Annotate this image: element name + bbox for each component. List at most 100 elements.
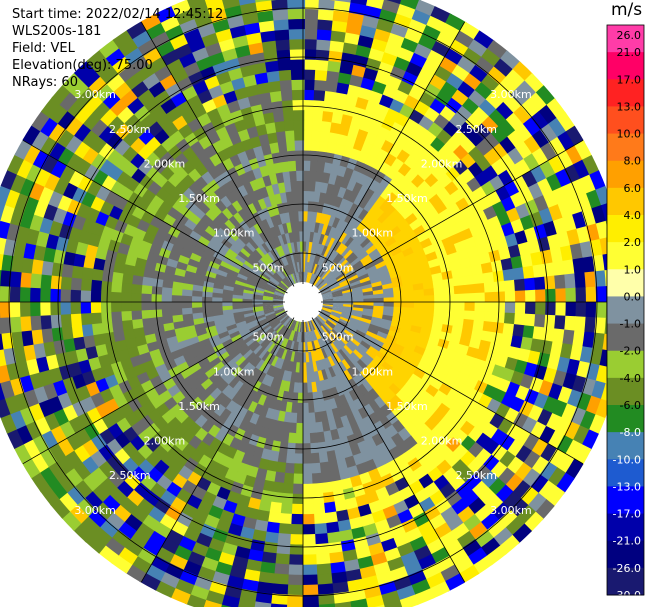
range-gate [552,186,569,207]
colorbar-tick: 4.0 [624,209,642,222]
range-gate [347,378,359,391]
range-gate [393,306,405,314]
range-gate [196,261,210,271]
range-gate [404,212,419,226]
range-gate [19,270,32,288]
range-gate [120,281,133,294]
range-gate [234,279,246,287]
range-gate [34,166,52,187]
range-gate [362,352,374,364]
range-gate [230,108,245,123]
range-gate [269,344,278,355]
range-gate [208,219,222,233]
range-gate [353,361,365,374]
range-gate [327,237,336,249]
range-gate [332,352,342,364]
range-gate [393,13,414,30]
range-gate [231,199,244,213]
range-gate [257,220,267,233]
range-gate [314,421,324,434]
range-gate [70,288,82,302]
range-gate [221,297,233,302]
range-gate [361,481,376,496]
range-gate [298,372,303,384]
range-gate [394,338,408,349]
range-gate [197,200,211,215]
range-gate [228,330,241,339]
range-gate [153,580,176,598]
range-gate [316,29,334,41]
range-gate [161,293,172,302]
range-gate [504,290,516,304]
range-gate [365,376,378,390]
range-gate [242,568,261,582]
range-gate [464,302,476,313]
range-gate [482,321,495,334]
range-gate [535,289,546,304]
range-gate [370,509,387,524]
range-gate [309,371,316,383]
range-gate [413,224,427,238]
range-gate [303,79,317,91]
range-gate [243,115,258,130]
range-gate [385,334,398,344]
range-gate [431,272,444,283]
range-gate [100,310,113,324]
range-gate [285,276,293,286]
range-gate [313,89,327,102]
range-gate [282,472,295,485]
range-gate [339,477,353,491]
range-gate [263,289,275,295]
range-gate [255,246,266,258]
range-gate [279,314,289,323]
range-gate [303,180,311,192]
range-gate [348,277,361,285]
range-gate [323,346,331,358]
range-gate [82,254,96,269]
range-gate [10,172,27,194]
range-gate [204,382,218,396]
range-gate [243,506,259,520]
range-gate [331,375,341,388]
range-gate [112,329,126,343]
range-gate [236,394,248,408]
range-gate [585,395,602,417]
range-gate [173,326,186,337]
range-gate [332,297,344,301]
range-gate [345,578,365,593]
range-gate [9,269,22,288]
range-gate [423,288,435,297]
range-gate [390,320,403,329]
range-gate [251,380,262,393]
range-gate [244,558,262,572]
range-gate [245,364,256,376]
range-gate [459,21,482,41]
range-gate [581,429,599,452]
range-gate [272,302,284,306]
range-gate [41,326,54,344]
range-gate [331,287,342,293]
range-gate [273,357,282,369]
range-gate [483,311,496,324]
range-gate [397,46,416,63]
range-gate [55,234,70,252]
range-gate [510,218,525,235]
range-gate [412,282,425,292]
range-gate [184,217,198,231]
range-gate [361,14,381,30]
range-gate [247,213,259,226]
range-gate [277,234,285,246]
range-gate [345,268,356,278]
range-gate [352,244,364,256]
range-gate [343,455,357,469]
range-gate [301,513,315,525]
range-gate [451,268,464,280]
range-gate [303,18,320,30]
range-gate [275,310,286,318]
range-gate [319,267,328,278]
range-gate [166,57,186,75]
range-gate [333,101,347,115]
range-gate [281,370,289,382]
range-gate [308,190,316,202]
range-gate [263,531,279,544]
